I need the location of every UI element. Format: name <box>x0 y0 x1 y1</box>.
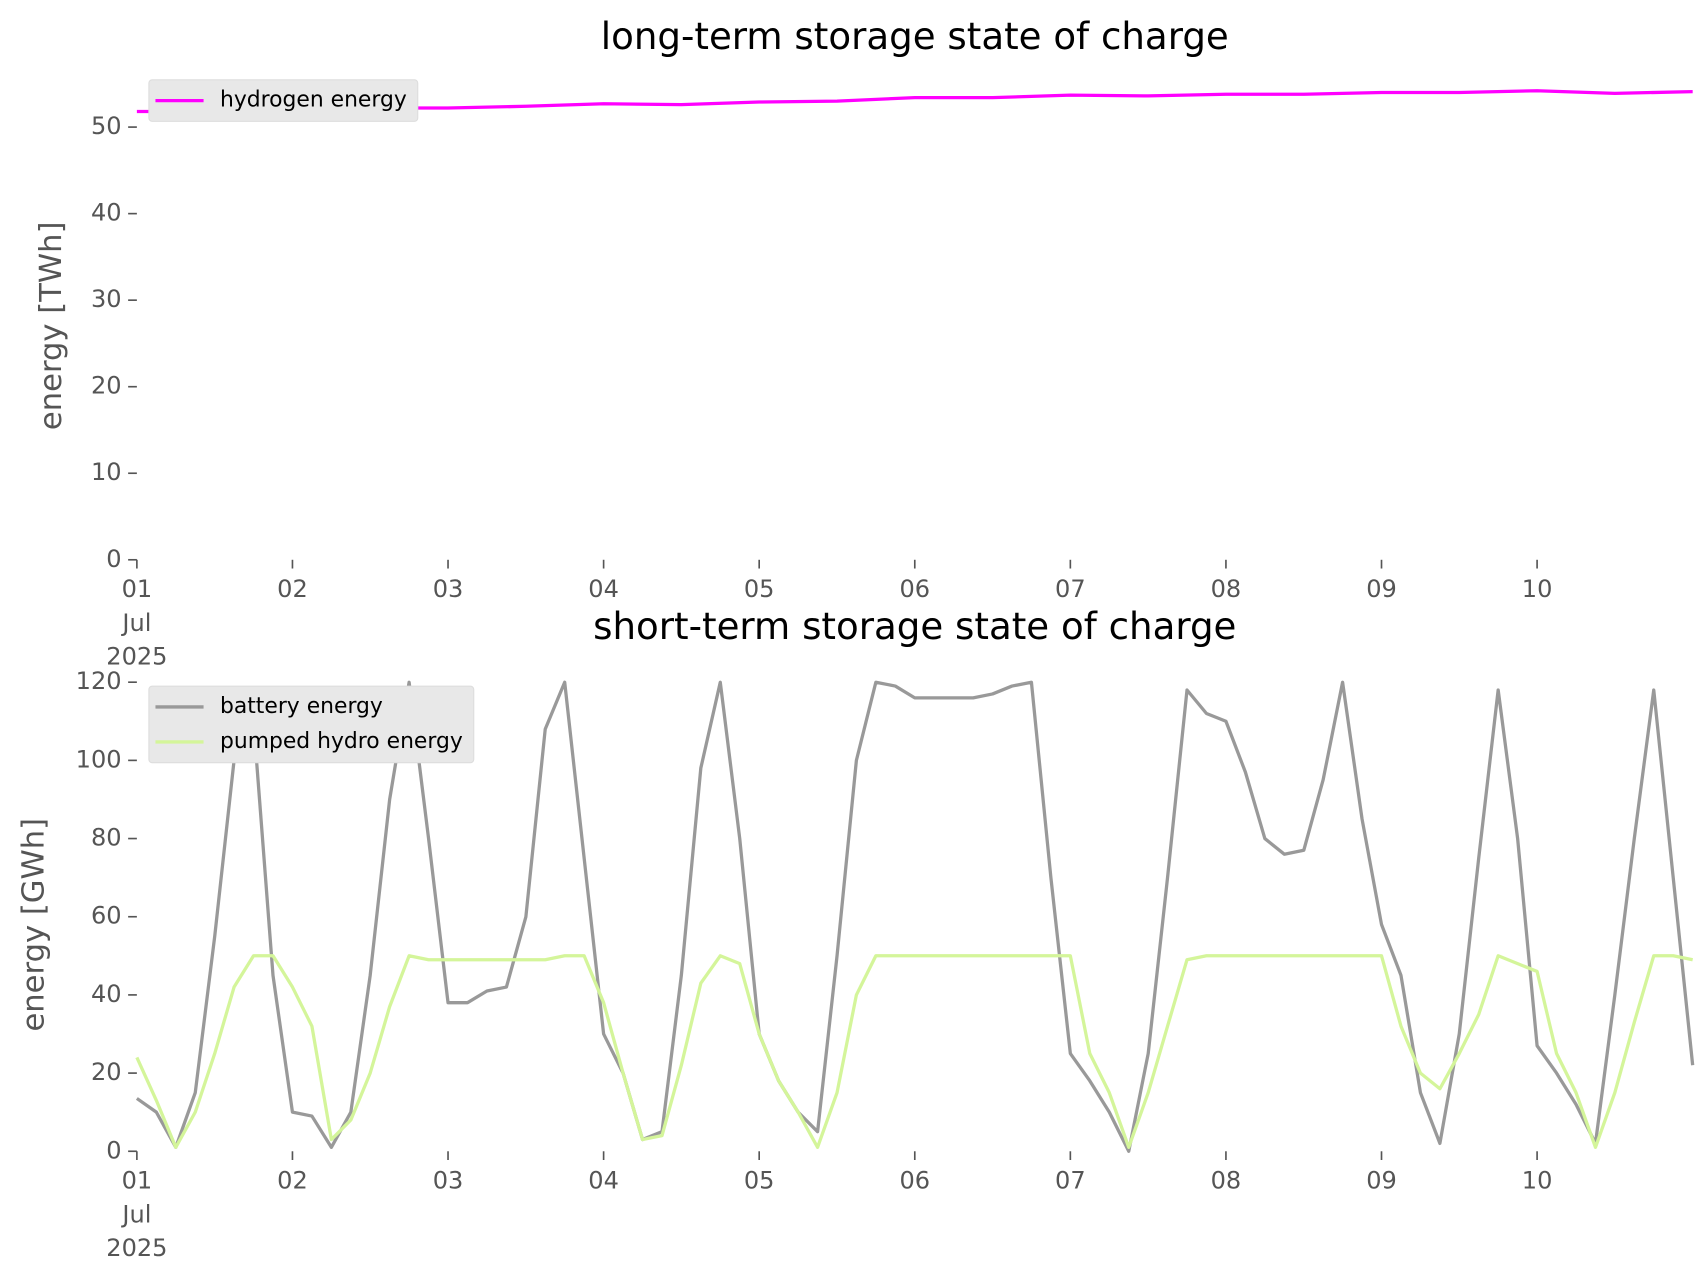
x-tick-label: 02 <box>277 575 308 603</box>
y-axis-label: energy [GWh] <box>17 818 52 1032</box>
legend-label: pumped hydro energy <box>220 729 463 754</box>
x-tick-label: 05 <box>744 1166 775 1194</box>
x-tick-label: 10 <box>1522 1166 1553 1194</box>
x-tick-label: 07 <box>1055 1166 1086 1194</box>
x-tick-label: 08 <box>1211 575 1242 603</box>
x-tick-label: 01 Jul 2025 <box>106 1166 167 1262</box>
y-tick-label: 40 <box>91 980 122 1008</box>
y-tick-label: 100 <box>76 745 122 773</box>
y-tick-label: 120 <box>76 667 122 695</box>
x-tick-label: 03 <box>433 575 464 603</box>
x-tick-label: 06 <box>899 1166 930 1194</box>
x-tick-label: 05 <box>744 575 775 603</box>
x-tick-label: 09 <box>1366 1166 1397 1194</box>
x-tick-label: 08 <box>1211 1166 1242 1194</box>
y-axis-label: energy [TWh] <box>34 221 69 430</box>
legend <box>148 79 419 122</box>
x-tick-label: 06 <box>899 575 930 603</box>
y-tick-label: 50 <box>91 112 122 140</box>
x-tick-label: 10 <box>1522 575 1553 603</box>
series-line <box>135 954 1693 1149</box>
x-tick-label: 02 <box>277 1166 308 1194</box>
y-tick-label: 40 <box>91 199 122 227</box>
x-tick-label: 03 <box>433 1166 464 1194</box>
x-tick-label: 04 <box>588 1166 619 1194</box>
y-tick-label: 30 <box>91 285 122 313</box>
x-tick-label: 09 <box>1366 575 1397 603</box>
y-tick-label: 0 <box>106 1136 121 1164</box>
y-tick-label: 60 <box>91 902 122 930</box>
chart-title: long-term storage state of charge <box>601 14 1229 58</box>
x-tick-label: 01 Jul 2025 <box>106 575 167 671</box>
y-tick-label: 80 <box>91 824 122 852</box>
y-tick-label: 10 <box>91 458 122 486</box>
legend <box>148 685 475 764</box>
x-tick-label: 04 <box>588 575 619 603</box>
x-tick-label: 07 <box>1055 575 1086 603</box>
legend-label: hydrogen energy <box>220 88 407 113</box>
y-tick-label: 0 <box>106 545 121 573</box>
y-tick-label: 20 <box>91 372 122 400</box>
legend-label: battery energy <box>220 694 383 719</box>
chart-title: short-term storage state of charge <box>593 604 1236 648</box>
y-tick-label: 20 <box>91 1058 122 1086</box>
